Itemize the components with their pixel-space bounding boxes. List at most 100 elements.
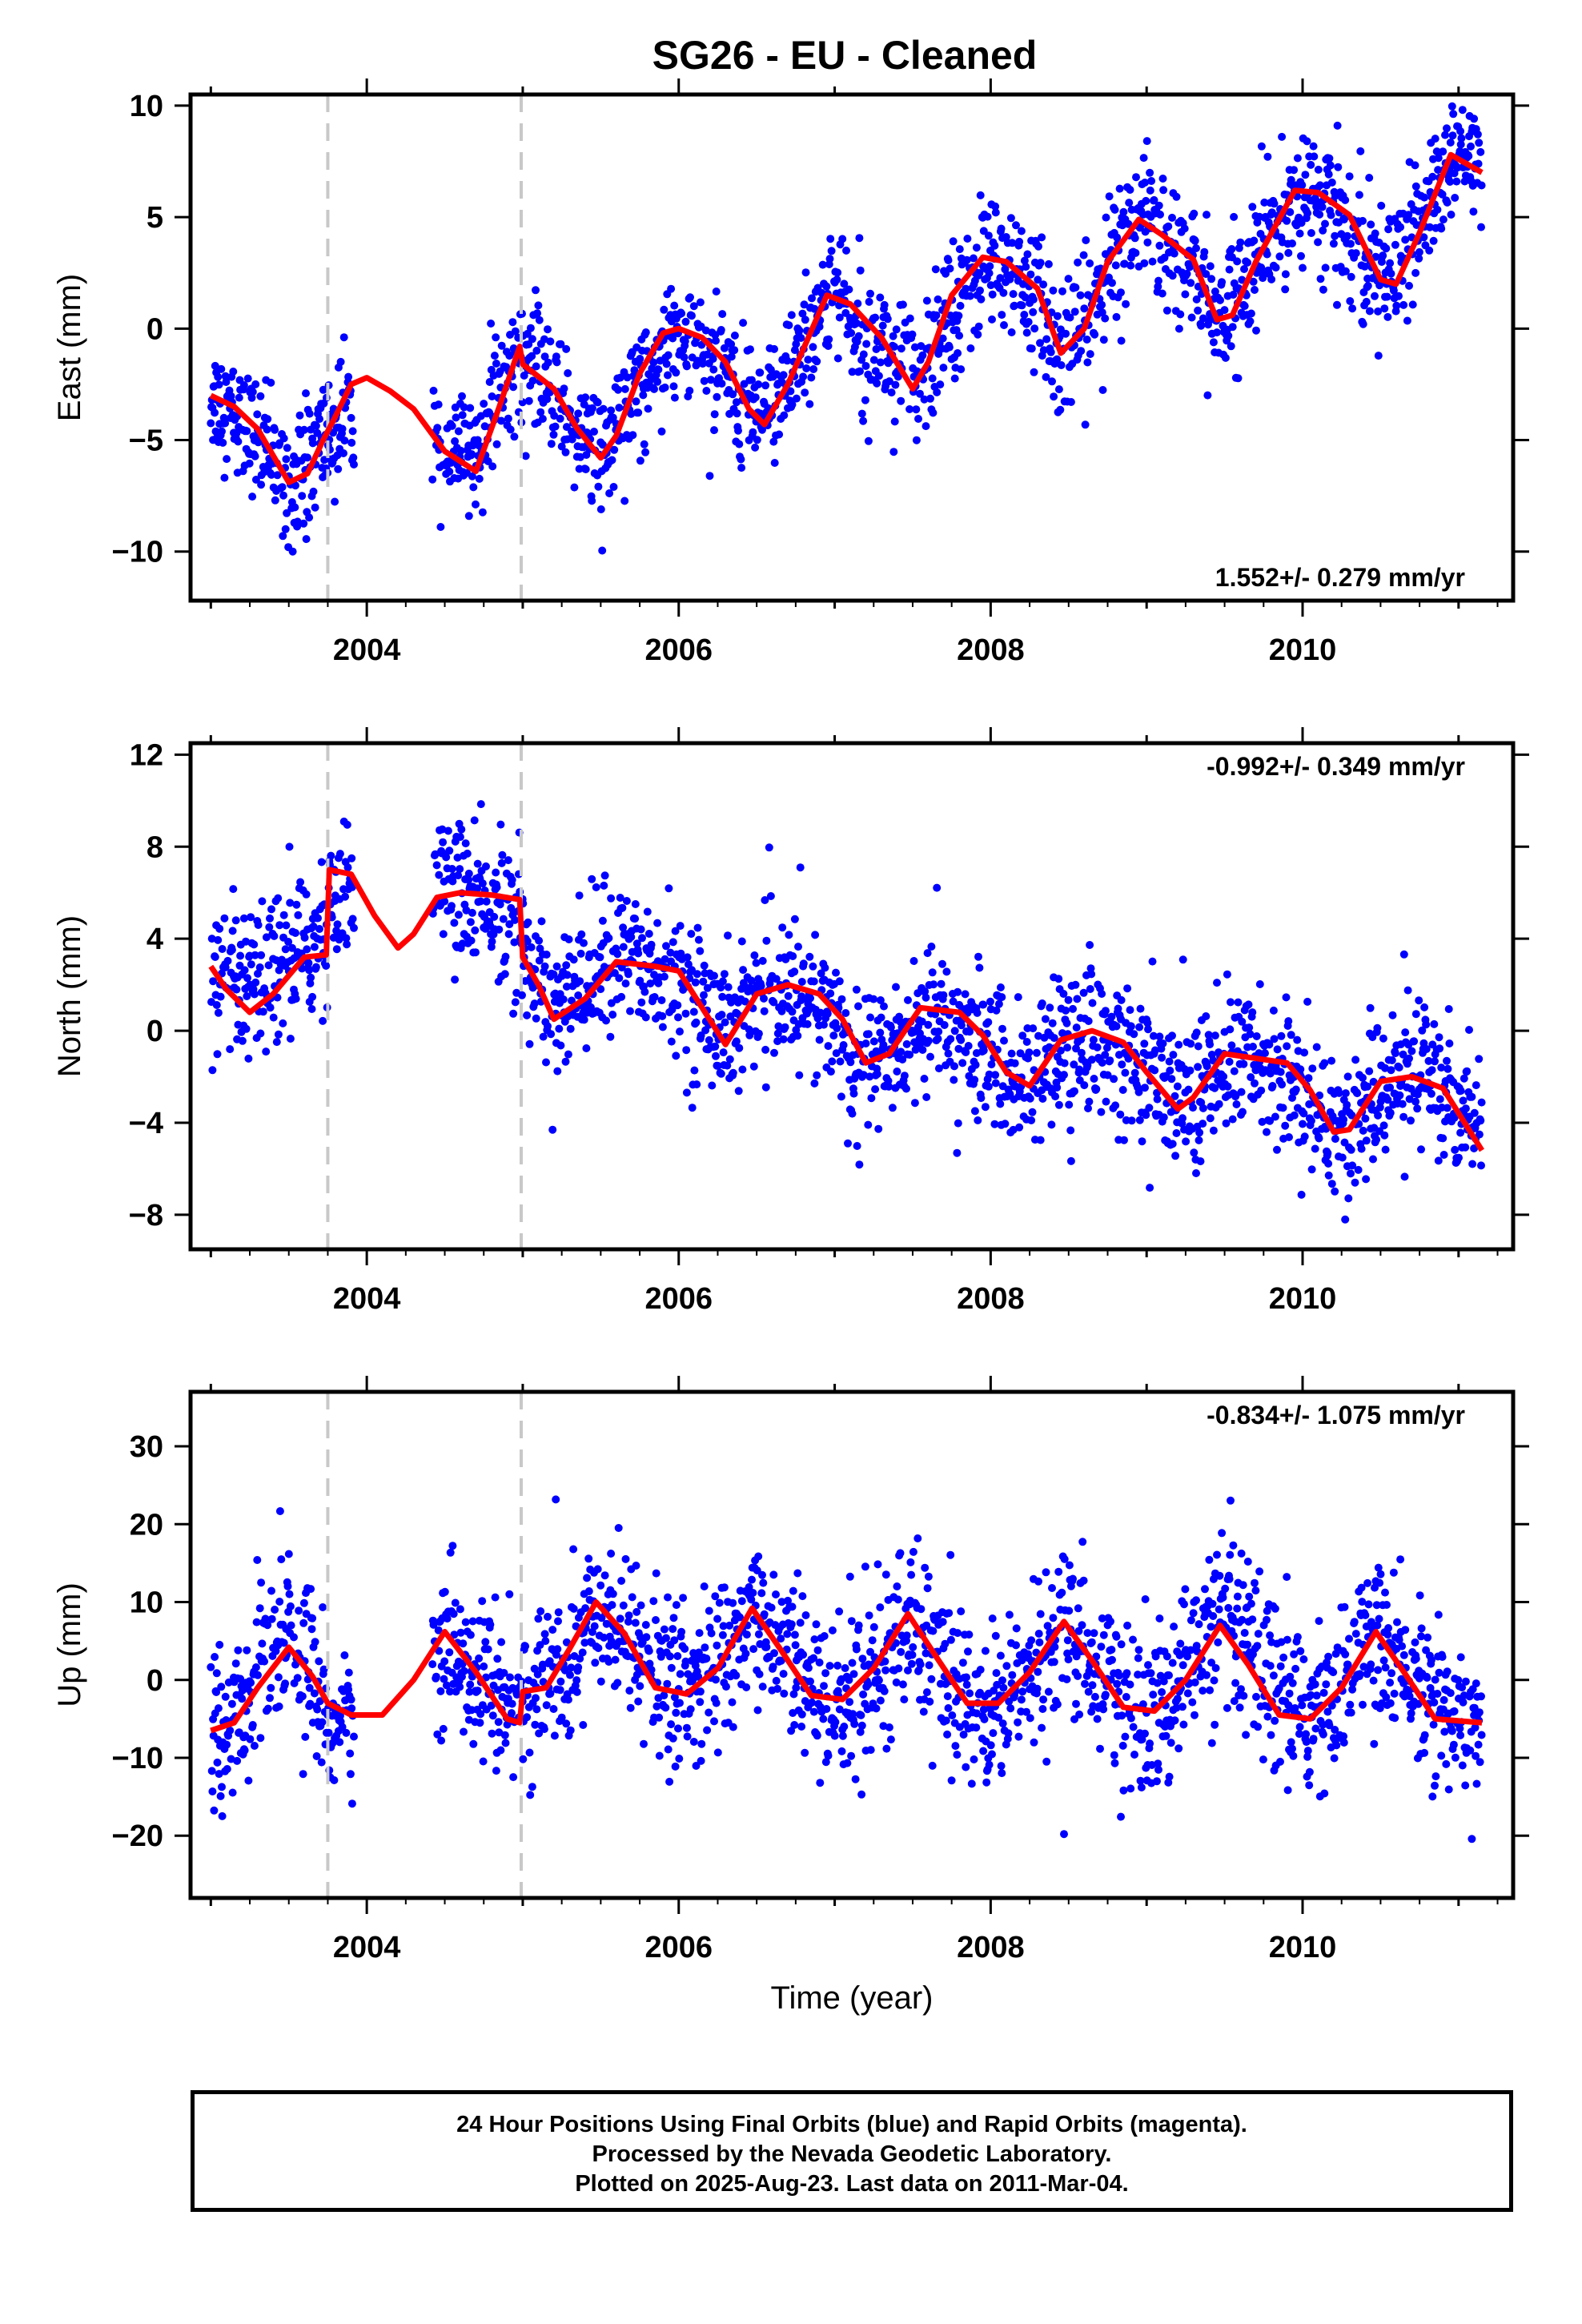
data-point <box>311 1638 319 1647</box>
data-point <box>310 943 319 951</box>
data-point <box>1172 192 1181 201</box>
data-point <box>263 425 271 434</box>
data-point <box>524 396 533 405</box>
data-point <box>1086 941 1094 949</box>
data-point <box>594 1644 603 1652</box>
data-point <box>848 1109 857 1118</box>
data-point <box>634 1697 643 1706</box>
data-point <box>855 234 864 243</box>
data-point <box>350 923 358 932</box>
data-point <box>576 949 585 958</box>
data-point <box>797 978 806 986</box>
data-point <box>1433 205 1442 214</box>
data-point <box>793 1031 802 1040</box>
data-point <box>849 1089 858 1098</box>
data-point <box>787 1620 796 1629</box>
data-point <box>674 1013 682 1022</box>
data-point <box>1434 1156 1443 1165</box>
data-point <box>669 1625 677 1634</box>
data-point <box>701 1643 709 1652</box>
data-point <box>759 1578 768 1587</box>
data-point <box>826 989 835 998</box>
data-point <box>540 352 549 361</box>
data-point <box>1401 1028 1410 1037</box>
data-point <box>439 930 448 939</box>
data-point <box>231 1659 240 1668</box>
data-point <box>1006 214 1015 223</box>
data-point <box>809 343 817 352</box>
data-point <box>1071 283 1080 292</box>
data-point <box>266 914 274 923</box>
data-point <box>652 1616 660 1624</box>
data-point <box>583 1574 592 1582</box>
data-point <box>257 951 266 959</box>
data-point <box>559 995 568 1003</box>
data-point <box>543 395 552 404</box>
data-point <box>1285 1133 1293 1141</box>
data-point <box>1278 132 1287 141</box>
data-point <box>553 1067 562 1076</box>
data-point <box>674 1724 682 1733</box>
data-point <box>804 356 813 364</box>
data-point <box>536 408 545 416</box>
y-tick-label: 10 <box>130 90 163 123</box>
data-point <box>920 1075 929 1083</box>
data-point <box>1047 1120 1056 1129</box>
data-point <box>1118 1086 1127 1094</box>
data-point <box>1246 317 1255 326</box>
data-point <box>1174 1040 1183 1049</box>
data-point <box>969 254 978 263</box>
data-point <box>1475 139 1484 147</box>
data-point <box>214 1008 223 1017</box>
data-point <box>662 360 671 368</box>
data-point <box>697 1739 706 1748</box>
data-point <box>857 1711 865 1719</box>
data-point <box>1446 178 1455 186</box>
data-point <box>536 1607 545 1615</box>
data-point <box>1270 1035 1279 1043</box>
data-point <box>286 1602 295 1610</box>
data-point <box>986 281 995 290</box>
data-point <box>897 344 905 353</box>
data-point <box>1439 147 1447 156</box>
data-point <box>652 1569 661 1578</box>
data-point <box>751 393 760 402</box>
data-point <box>636 355 644 363</box>
data-point <box>835 313 844 322</box>
data-point <box>1180 224 1189 233</box>
data-point <box>749 1645 758 1654</box>
data-point <box>218 427 226 436</box>
data-point <box>296 878 305 887</box>
data-point <box>1136 1004 1145 1013</box>
data-point <box>632 397 640 406</box>
data-point <box>830 1731 839 1740</box>
data-point <box>1203 1062 1211 1071</box>
data-point <box>1420 193 1429 202</box>
data-point <box>274 1030 283 1039</box>
data-point <box>712 287 721 296</box>
data-point <box>694 935 703 944</box>
data-point <box>721 1018 729 1027</box>
data-point <box>1443 124 1451 133</box>
data-point <box>302 890 311 899</box>
data-point <box>996 1651 1005 1660</box>
data-point <box>454 871 463 880</box>
data-point <box>1150 195 1158 204</box>
data-point <box>619 1601 628 1610</box>
data-point <box>598 440 607 449</box>
data-point <box>519 1755 528 1763</box>
data-point <box>1465 1026 1473 1034</box>
data-point <box>983 212 992 221</box>
data-point <box>1283 216 1291 225</box>
data-point <box>497 1638 506 1647</box>
data-point <box>749 1062 758 1071</box>
data-point <box>762 1642 771 1651</box>
data-point <box>331 497 339 506</box>
data-point <box>263 415 272 424</box>
data-point <box>1308 1064 1317 1073</box>
data-point <box>1251 1079 1259 1088</box>
data-point <box>1314 238 1323 247</box>
data-point <box>208 1787 217 1795</box>
data-point <box>784 991 793 1000</box>
